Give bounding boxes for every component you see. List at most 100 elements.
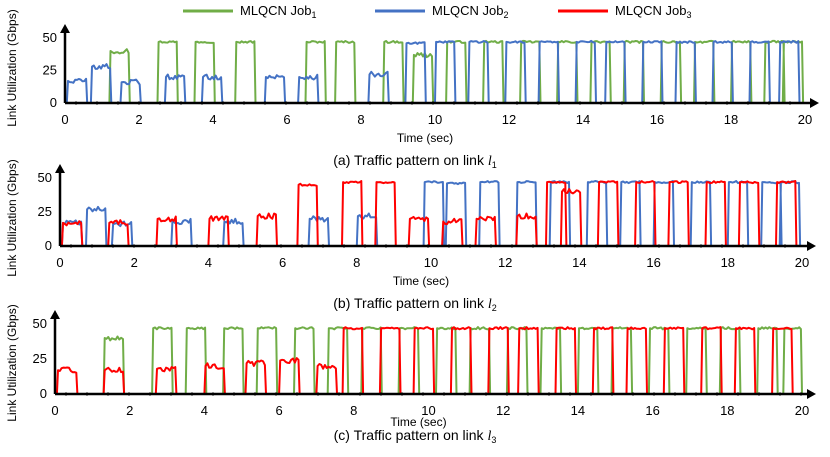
baseline-dot	[149, 392, 151, 396]
x-tick-label: 8	[357, 112, 364, 127]
baseline-dot	[737, 392, 739, 396]
baseline-dot	[495, 101, 497, 105]
baseline-dot	[700, 244, 702, 248]
baseline-dot	[212, 392, 214, 396]
baseline-dot	[170, 392, 172, 396]
x-axis-label: Time (sec)	[393, 274, 449, 288]
baseline-dot	[553, 244, 555, 248]
baseline-dot	[191, 392, 193, 396]
baseline-dot	[233, 392, 235, 396]
panel-caption: (a) Traffic pattern on link l1	[333, 152, 497, 170]
legend-label-job1: MLQCN Job	[240, 3, 312, 18]
svg-text:MLQCN Job3: MLQCN Job3	[615, 3, 692, 20]
baseline-dot	[327, 101, 329, 105]
series-line-mlqcn-job3	[55, 326, 802, 395]
baseline-dot	[322, 244, 324, 248]
y-axis-label: Link Utilization (Gbps)	[5, 9, 19, 126]
baseline-dot	[469, 244, 471, 248]
baseline-dot	[411, 101, 413, 105]
baseline-dot	[784, 244, 786, 248]
baseline-dot	[600, 101, 602, 105]
x-tick-label: 0	[61, 112, 68, 127]
baseline-dot	[569, 392, 571, 396]
y-axis-label: Link Utilization (Gbps)	[5, 304, 19, 421]
baseline-dot	[695, 392, 697, 396]
y-tick-label: 0	[45, 238, 52, 253]
baseline-dot	[385, 244, 387, 248]
baseline-dot	[196, 244, 198, 248]
baseline-dot	[548, 392, 550, 396]
series-line-mlqcn-job2	[60, 180, 802, 247]
baseline-dot	[768, 101, 770, 105]
baseline-dot	[637, 244, 639, 248]
baseline-dot	[558, 101, 560, 105]
baseline-dot	[301, 244, 303, 248]
baseline-dot	[506, 392, 508, 396]
baseline-dot	[65, 392, 67, 396]
baseline-dot	[117, 101, 119, 105]
baseline-dot	[380, 392, 382, 396]
legend-item-job2: MLQCN Job2	[375, 3, 509, 20]
y-axis-arrow	[55, 164, 65, 173]
x-tick-label: 20	[795, 255, 809, 270]
baseline-dot	[217, 244, 219, 248]
baseline-dot	[364, 244, 366, 248]
baseline-dot	[159, 101, 161, 105]
panel-caption: (c) Traffic pattern on link l3	[334, 427, 497, 445]
x-tick-label: 14	[572, 255, 586, 270]
baseline-dot	[653, 392, 655, 396]
baseline-dot	[674, 392, 676, 396]
x-tick-label: 2	[131, 255, 138, 270]
baseline-dot	[406, 244, 408, 248]
baseline-dot	[133, 244, 135, 248]
baseline-dot	[663, 101, 665, 105]
baseline-dot	[485, 392, 487, 396]
baseline-dot	[453, 101, 455, 105]
baseline-dot	[296, 392, 298, 396]
baseline-dot	[154, 244, 156, 248]
baseline-dot	[91, 244, 93, 248]
baseline-dot	[490, 244, 492, 248]
baseline-dot	[721, 244, 723, 248]
baseline-dot	[432, 101, 434, 105]
legend-item-job3: MLQCN Job3	[558, 3, 692, 20]
baseline-dot	[579, 101, 581, 105]
x-tick-label: 4	[209, 112, 216, 127]
x-tick-label: 10	[421, 403, 435, 418]
baseline-dot	[443, 392, 445, 396]
x-tick-label: 16	[645, 403, 659, 418]
baseline-dot	[243, 101, 245, 105]
x-axis-arrow	[810, 98, 819, 108]
caption-link-var: l	[488, 154, 492, 169]
x-tick-label: 14	[576, 112, 590, 127]
baseline-dot	[401, 392, 403, 396]
baseline-dot	[222, 101, 224, 105]
y-tick-label: 25	[43, 63, 57, 78]
legend-label-job3: MLQCN Job	[615, 3, 687, 18]
baseline-dot	[537, 101, 539, 105]
baseline-dot	[369, 101, 371, 105]
caption-text: (a) Traffic pattern on link	[333, 152, 488, 168]
y-tick-label: 0	[40, 386, 47, 401]
baseline-dot	[595, 244, 597, 248]
baseline-dot	[422, 392, 424, 396]
baseline-dot	[75, 101, 77, 105]
x-tick-label: 14	[571, 403, 585, 418]
y-axis-arrow	[60, 24, 70, 33]
baseline-dot	[107, 392, 109, 396]
x-tick-label: 0	[56, 255, 63, 270]
y-tick-label: 50	[43, 30, 57, 45]
x-tick-label: 2	[126, 403, 133, 418]
baseline-dot	[448, 244, 450, 248]
x-tick-label: 6	[275, 403, 282, 418]
baseline-dot	[348, 101, 350, 105]
baseline-dot	[616, 244, 618, 248]
baseline-dot	[611, 392, 613, 396]
x-tick-label: 20	[795, 403, 809, 418]
baseline-dot	[742, 244, 744, 248]
baseline-dot	[427, 244, 429, 248]
baseline-dot	[306, 101, 308, 105]
